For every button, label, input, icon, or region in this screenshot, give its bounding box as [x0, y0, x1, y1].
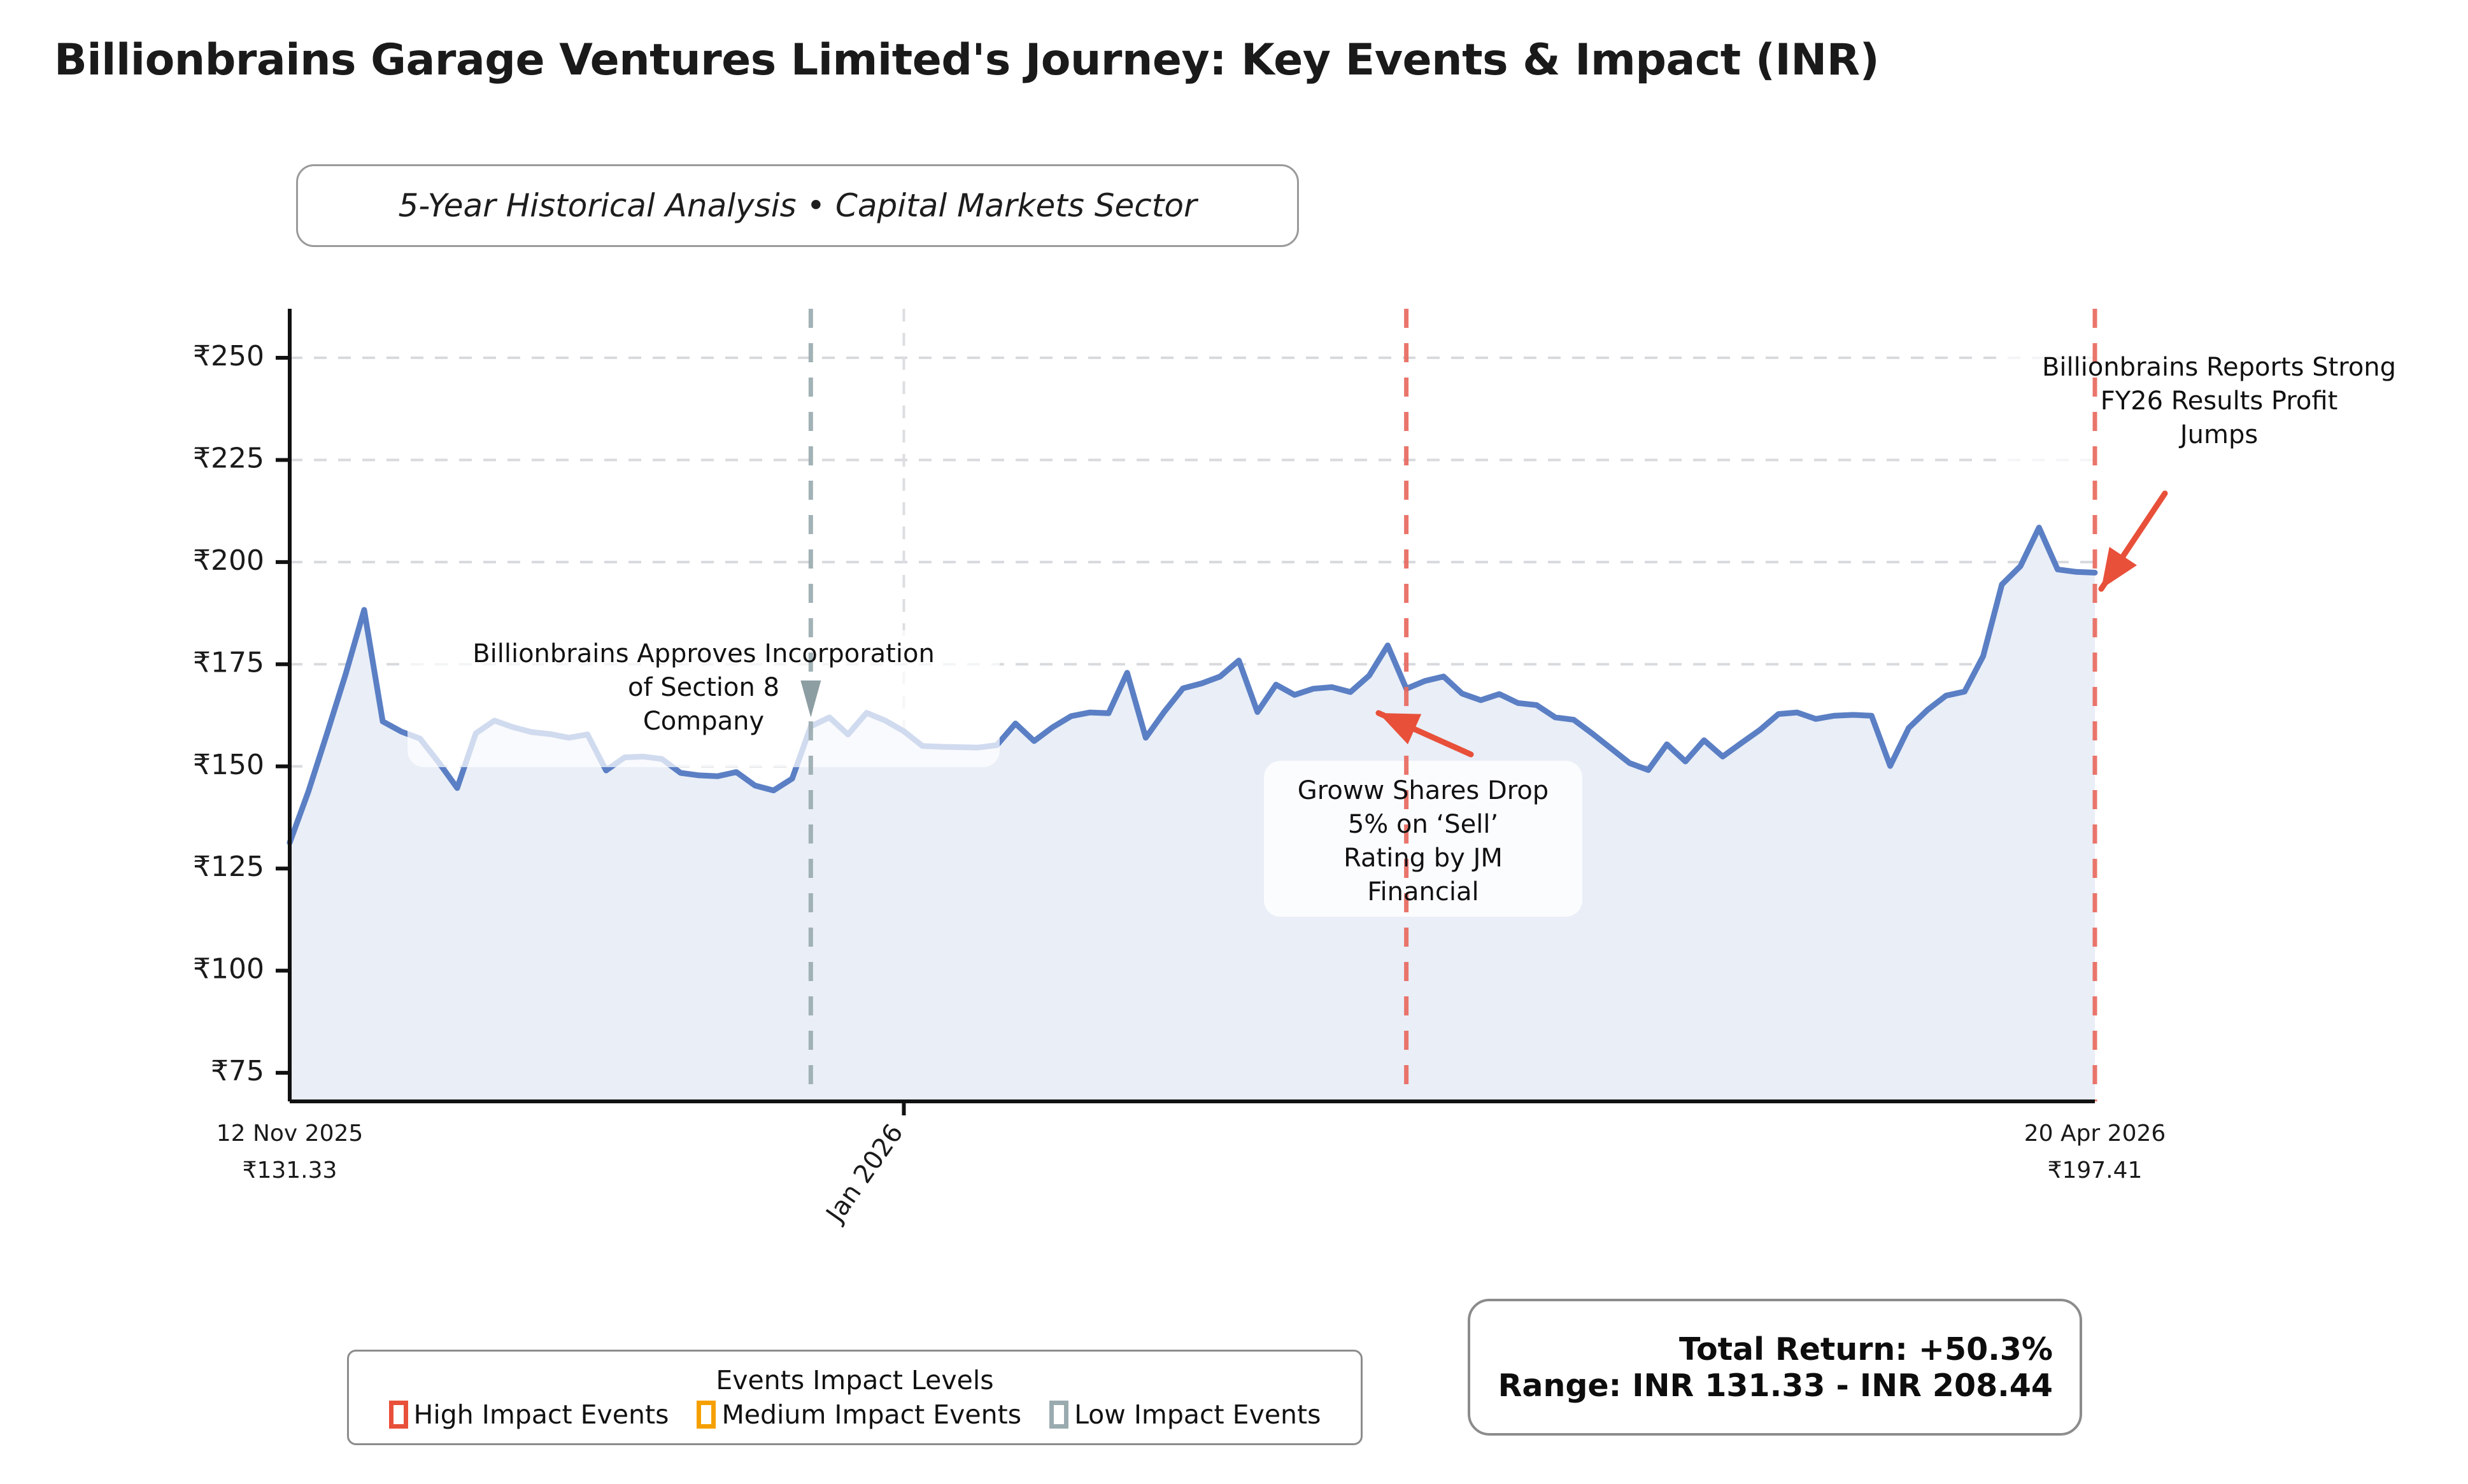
- x-axis-start-price: ₹131.33: [243, 1157, 337, 1184]
- annotation-panel: [1264, 761, 1582, 917]
- y-tick-label: ₹125: [193, 851, 264, 883]
- legend-item-label: High Impact Events: [413, 1399, 669, 1430]
- event-annotation-line: Billionbrains Approves Incorporation: [472, 639, 935, 668]
- y-tick-label: ₹150: [193, 749, 264, 781]
- x-tick-label: Jan 2026: [819, 1119, 909, 1229]
- legend-swatch-icon: [1049, 1401, 1069, 1429]
- legend-item[interactable]: Medium Impact Events: [697, 1399, 1021, 1430]
- annotation-panel: [1996, 347, 2442, 474]
- annotation-arrow-head: [1379, 713, 1422, 745]
- legend-items: High Impact Events Medium Impact Events Lo…: [388, 1399, 1321, 1430]
- annotation-panel: [408, 630, 1000, 767]
- legend: Events Impact Levels High Impact Events M…: [347, 1350, 1363, 1445]
- y-tick-label: ₹225: [193, 442, 264, 474]
- event-annotation-line: Jumps: [2178, 420, 2258, 449]
- x-tick-group: Jan 2026: [819, 1119, 909, 1229]
- annotation-arrow-head: [2101, 546, 2138, 589]
- price-range-text: Range: INR 131.33 - INR 208.44: [1498, 1367, 2053, 1404]
- y-tick-label: ₹175: [193, 646, 264, 679]
- legend-item-label: Low Impact Events: [1074, 1399, 1321, 1430]
- event-annotation-line: Company: [643, 707, 764, 736]
- legend-swatch-icon: [697, 1401, 716, 1429]
- subtitle-text: 5-Year Historical Analysis • Capital Mar…: [398, 187, 1197, 224]
- x-axis-start-date: 12 Nov 2025: [216, 1120, 364, 1147]
- event-annotation-line: of Section 8: [628, 673, 779, 702]
- event-annotation-line: Groww Shares Drop: [1298, 776, 1549, 805]
- event-annotation-line: FY26 Results Profit: [2101, 386, 2338, 416]
- total-return-text: Total Return: +50.3%: [1679, 1331, 2053, 1367]
- x-axis-end-price: ₹197.41: [2048, 1157, 2143, 1184]
- x-axis-end-date: 20 Apr 2026: [2024, 1120, 2166, 1147]
- legend-item[interactable]: Low Impact Events: [1049, 1399, 1321, 1430]
- legend-item[interactable]: High Impact Events: [388, 1399, 669, 1430]
- annotation-marker-low: [800, 680, 821, 717]
- subtitle-badge: 5-Year Historical Analysis • Capital Mar…: [296, 164, 1299, 247]
- price-area-fill: [290, 527, 2095, 1101]
- y-tick-label: ₹200: [193, 544, 264, 577]
- y-tick-label: ₹75: [211, 1055, 264, 1087]
- legend-swatch-icon: [388, 1401, 408, 1429]
- y-tick-label: ₹250: [193, 340, 264, 372]
- y-tick-label: ₹100: [193, 953, 264, 986]
- page-title: Billionbrains Garage Ventures Limited's …: [54, 35, 1880, 85]
- event-annotation-line: 5% on ‘Sell’: [1348, 810, 1498, 839]
- event-annotation-line: Billionbrains Reports Strong: [2042, 353, 2396, 382]
- event-annotation-line: Rating by JM: [1344, 844, 1503, 873]
- event-annotation-line: Financial: [1367, 877, 1479, 907]
- legend-title: Events Impact Levels: [716, 1365, 994, 1396]
- summary-stats-box: Total Return: +50.3% Range: INR 131.33 -…: [1468, 1299, 2082, 1436]
- legend-item-label: Medium Impact Events: [721, 1399, 1022, 1430]
